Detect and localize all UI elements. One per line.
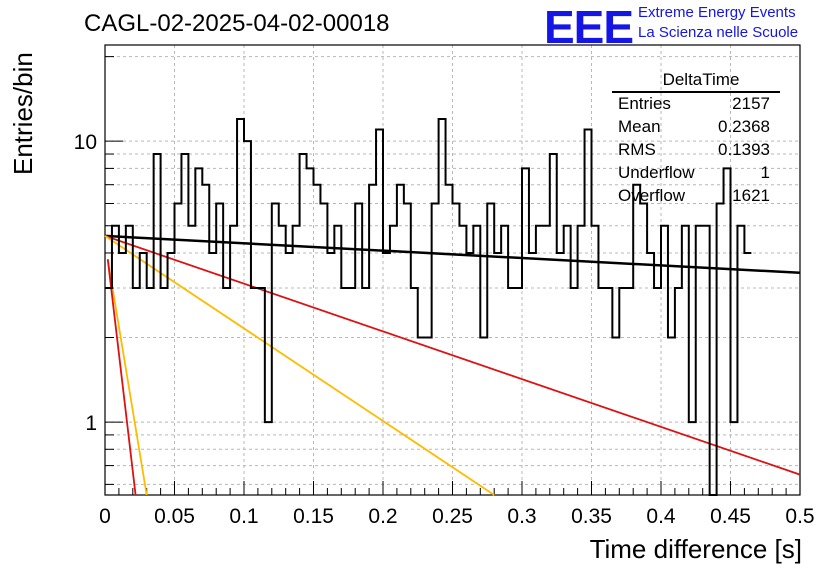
histogram-line bbox=[105, 117, 752, 496]
x-tick-label: 0.4 bbox=[646, 505, 676, 528]
fit-curve bbox=[104, 235, 495, 496]
stats-value: 1621 bbox=[732, 186, 770, 205]
x-tick-label: 0.2 bbox=[368, 505, 397, 528]
y-tick-label: 1 bbox=[85, 412, 97, 435]
chart-title: CAGL-02-2025-04-02-00018 bbox=[84, 10, 390, 37]
histogram bbox=[105, 117, 752, 496]
stats-title: DeltaTime bbox=[612, 70, 780, 93]
grid bbox=[105, 45, 800, 495]
x-tick-label: 0 bbox=[99, 505, 111, 528]
stats-value: 0.1393 bbox=[718, 140, 770, 159]
stats-row: Entries 2157 bbox=[612, 94, 780, 117]
fit-curve bbox=[104, 234, 801, 275]
x-tick-label: 0.25 bbox=[432, 505, 473, 528]
stats-row: Mean 0.2368 bbox=[612, 117, 780, 140]
stats-value: 1 bbox=[760, 163, 770, 182]
fit-curve bbox=[104, 235, 801, 476]
stats-row: RMS 0.1393 bbox=[612, 140, 780, 163]
x-tick-label: 0.35 bbox=[571, 505, 612, 528]
y-axis-label: Entries/bin bbox=[8, 52, 38, 175]
x-tick-label: 0.1 bbox=[229, 505, 258, 528]
fit-curves bbox=[104, 234, 801, 496]
stats-key: Entries bbox=[618, 94, 671, 113]
stats-key: Overflow bbox=[618, 186, 686, 205]
tick-labels: 0 0.05 0.1 0.15 0.2 0.25 0.3 0.35 0.4 0.45 0.5 1 10 bbox=[74, 131, 815, 528]
stats-key: Mean bbox=[618, 117, 661, 136]
eee-logo: EEE bbox=[544, 1, 634, 53]
stats-key: RMS bbox=[618, 140, 656, 159]
stats-key: Underflow bbox=[618, 163, 695, 182]
stats-row: Underflow 1 bbox=[612, 163, 780, 186]
logo-line-2: La Scienza nelle Scuole bbox=[638, 24, 799, 41]
stats-box: DeltaTime Entries 2157 Mean 0.2368 RMS 0.13… bbox=[612, 70, 780, 209]
x-tick-label: 0.3 bbox=[507, 505, 536, 528]
fit-curve bbox=[106, 259, 148, 496]
x-tick-label: 0.5 bbox=[785, 505, 814, 528]
x-tick-label: 0.45 bbox=[710, 505, 751, 528]
x-tick-label: 0.15 bbox=[293, 505, 334, 528]
stats-value: 2157 bbox=[732, 94, 770, 113]
x-tick-label: 0.05 bbox=[154, 505, 195, 528]
y-tick-label: 10 bbox=[74, 131, 97, 154]
stats-row: Overflow 1621 bbox=[612, 186, 780, 209]
logo-line-1: Extreme Energy Events bbox=[638, 4, 796, 21]
stats-value: 0.2368 bbox=[718, 117, 770, 136]
x-axis-label: Time difference [s] bbox=[589, 534, 802, 564]
fit-curve bbox=[106, 259, 137, 496]
